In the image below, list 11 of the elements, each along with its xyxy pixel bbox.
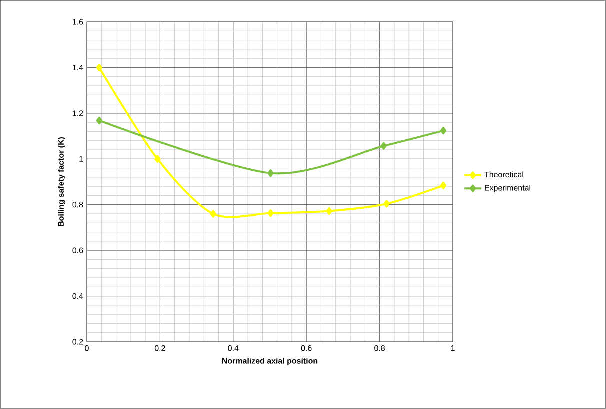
point bbox=[384, 200, 390, 208]
point bbox=[210, 210, 216, 218]
point bbox=[154, 155, 161, 163]
point bbox=[268, 170, 274, 178]
point bbox=[380, 142, 387, 150]
point bbox=[96, 64, 103, 72]
point bbox=[96, 116, 103, 125]
point bbox=[440, 127, 447, 135]
point bbox=[326, 207, 332, 216]
point bbox=[440, 182, 447, 190]
point bbox=[268, 210, 274, 218]
